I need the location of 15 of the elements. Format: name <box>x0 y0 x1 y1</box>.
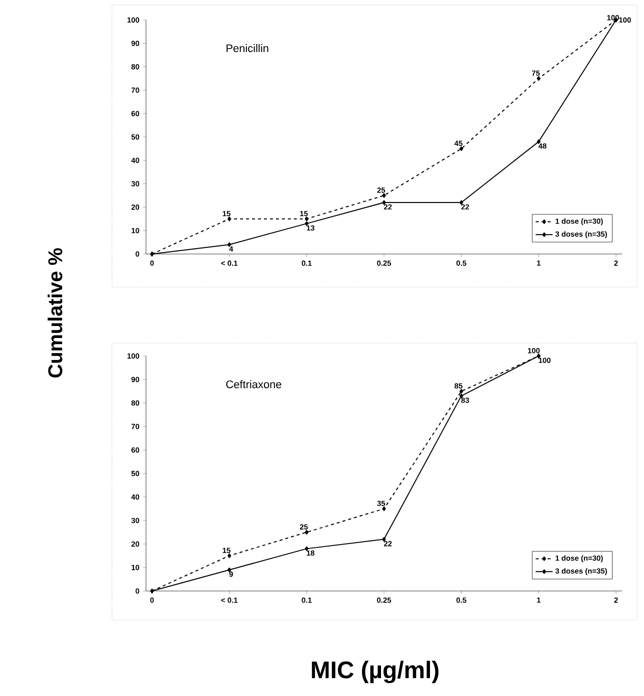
point <box>382 193 386 198</box>
point <box>536 76 541 81</box>
point <box>459 388 464 394</box>
point <box>304 216 309 222</box>
point <box>382 200 386 205</box>
point <box>227 553 232 558</box>
x-axis-title: MIC (µg/ml) <box>312 660 438 684</box>
point <box>382 506 386 512</box>
point <box>227 216 232 222</box>
text: Ceftriaxone <box>226 380 282 388</box>
point <box>304 530 309 535</box>
text: Penicillin <box>226 44 268 52</box>
point <box>459 146 464 151</box>
point <box>382 536 386 542</box>
y-axis-title: Cumulative % <box>48 248 62 378</box>
